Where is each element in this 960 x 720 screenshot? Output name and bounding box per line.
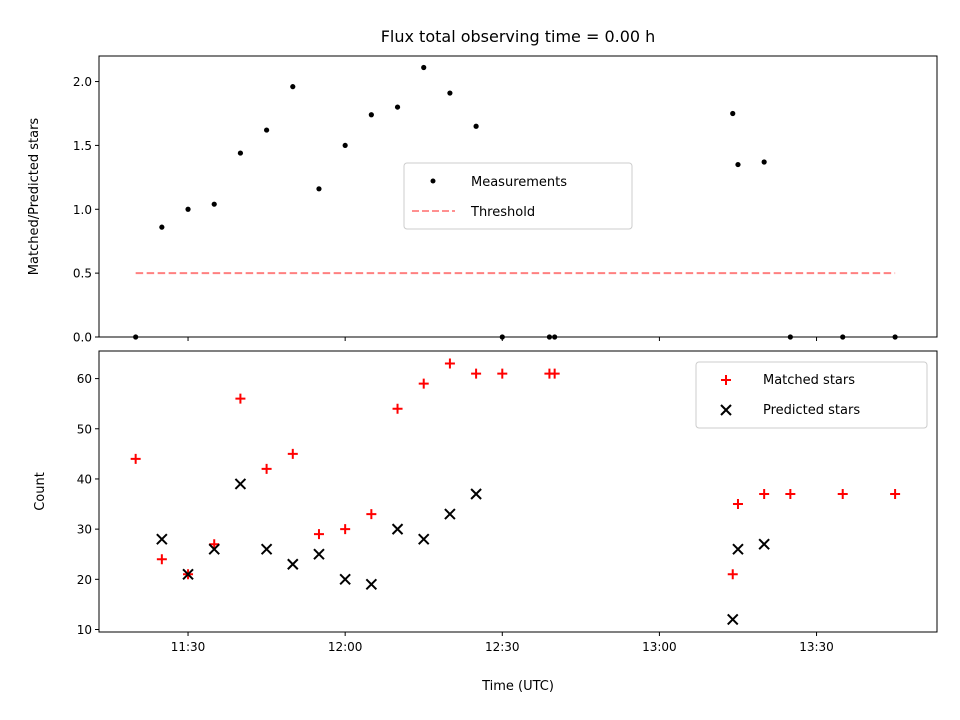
predicted-stars-point <box>444 508 456 520</box>
matched-stars-point <box>497 368 508 379</box>
measurements-point <box>730 110 736 117</box>
bottom-x-tick-label: 11:30 <box>171 640 206 654</box>
bottom-y-tick-label: 50 <box>77 422 92 436</box>
bottom-y-tick-label: 30 <box>77 523 92 537</box>
predicted-stars-point <box>339 573 351 586</box>
predicted-stars-point <box>365 578 378 591</box>
bottom-x-ticks: 11:30 12:00 12:30 13:00 13:30 <box>171 632 834 654</box>
predicted-stars-point <box>391 523 404 535</box>
top-panel-frame <box>98 55 938 338</box>
bottom-y-tick-label: 40 <box>77 472 92 486</box>
predicted-stars-point <box>470 488 482 500</box>
predicted-stars-point <box>758 538 770 550</box>
matched-stars-point <box>366 509 377 520</box>
measurements-point <box>394 104 401 110</box>
top-y-tick-label: 0.5 <box>73 267 92 281</box>
matched-stars-point <box>444 358 455 369</box>
bottom-y-tick-label: 10 <box>77 623 92 637</box>
bottom-x-tick-label: 13:00 <box>642 640 677 654</box>
measurements-point <box>447 90 453 96</box>
top-x-ticks <box>187 337 818 341</box>
measurements-point <box>264 127 270 133</box>
top-legend-frame <box>403 162 633 230</box>
matched-stars-point <box>130 453 141 464</box>
matched-stars-point <box>209 539 220 550</box>
bottom-panel: 10 20 30 40 50 60 11:30 12:00 12:30 13:00 13:30 C… <box>33 350 938 694</box>
matched-stars-point <box>235 393 246 404</box>
measurements-point <box>159 224 165 230</box>
top-y-tick-label: 2.0 <box>73 75 92 89</box>
legend-predicted-stars-marker <box>720 404 732 416</box>
bottom-x-tick-label: 12:00 <box>328 640 363 654</box>
measurements-point <box>735 161 741 168</box>
matched-stars-point <box>418 378 429 389</box>
matched-stars-point <box>313 529 324 540</box>
legend-measurements-label: Measurements <box>471 175 567 190</box>
matched-stars-point <box>759 489 770 500</box>
predicted-stars-point <box>182 568 194 581</box>
measurements-point <box>421 64 427 71</box>
top-y-tick-label: 0.0 <box>73 331 92 345</box>
matched-stars-point <box>837 489 848 500</box>
legend-threshold-label: Threshold <box>470 205 535 220</box>
matched-stars-point <box>785 489 796 500</box>
legend-matched-stars-marker <box>721 375 731 385</box>
matched-stars-point <box>549 368 560 379</box>
bottom-y-axis-label: Count <box>33 472 48 511</box>
measurements-point <box>211 201 217 207</box>
top-chart-title: Flux total observing time = 0.00 h <box>381 27 656 46</box>
predicted-stars-point <box>287 558 299 570</box>
bottom-plot-marks <box>130 358 901 626</box>
measurements-point <box>761 159 767 165</box>
top-panel: 0.00.51.01.52.0 Matched/Predicted stars … <box>27 55 938 345</box>
bottom-legend: Matched stars Predicted stars <box>695 361 928 429</box>
matched-stars-point <box>732 499 743 510</box>
legend-measurements-marker <box>430 178 436 184</box>
measurements-point <box>290 84 296 90</box>
measurements-point <box>185 206 191 212</box>
matched-stars-point <box>287 448 298 459</box>
measurements-point <box>237 150 244 156</box>
top-y-tick-label: 1.5 <box>73 139 92 153</box>
bottom-x-tick-label: 12:30 <box>485 640 520 654</box>
predicted-stars-point <box>208 543 220 555</box>
matched-stars-point <box>156 554 167 565</box>
measurements-point <box>368 112 374 118</box>
top-legend: Measurements Threshold <box>403 162 633 230</box>
bottom-x-tick-label: 13:30 <box>799 640 834 654</box>
bottom-y-tick-label: 20 <box>77 573 92 587</box>
predicted-stars-point <box>732 543 744 555</box>
bottom-y-tick-label: 60 <box>77 372 92 386</box>
bottom-panel-frame <box>98 350 938 633</box>
matched-stars-point <box>392 403 403 414</box>
top-y-ticks: 0.0 0.5 1.0 1.5 2.0 <box>73 75 99 345</box>
matched-stars-point <box>471 368 482 379</box>
measurements-point <box>316 186 322 192</box>
predicted-stars-point <box>234 478 247 490</box>
top-y-axis-label: Matched/Predicted stars <box>27 118 42 276</box>
predicted-stars-point <box>418 533 430 545</box>
predicted-stars-point <box>260 543 273 555</box>
measurements-point <box>342 142 348 149</box>
top-y-tick-label: 1.0 <box>73 203 92 217</box>
matched-stars-point <box>261 463 272 474</box>
predicted-stars-point <box>313 548 325 560</box>
predicted-stars-point <box>156 533 168 545</box>
bottom-y-ticks: 10 20 30 40 50 60 <box>77 372 99 637</box>
legend-matched-stars-label: Matched stars <box>763 373 855 388</box>
top-plot-marks <box>133 64 898 340</box>
predicted-stars-point <box>727 613 739 626</box>
legend-predicted-stars-label: Predicted stars <box>763 403 860 418</box>
matched-stars-point <box>727 569 738 580</box>
bottom-legend-frame <box>695 361 928 429</box>
measurements-point <box>473 123 479 129</box>
bottom-x-axis-label: Time (UTC) <box>481 679 554 694</box>
matched-stars-point <box>890 489 901 500</box>
matched-stars-point <box>340 524 351 535</box>
